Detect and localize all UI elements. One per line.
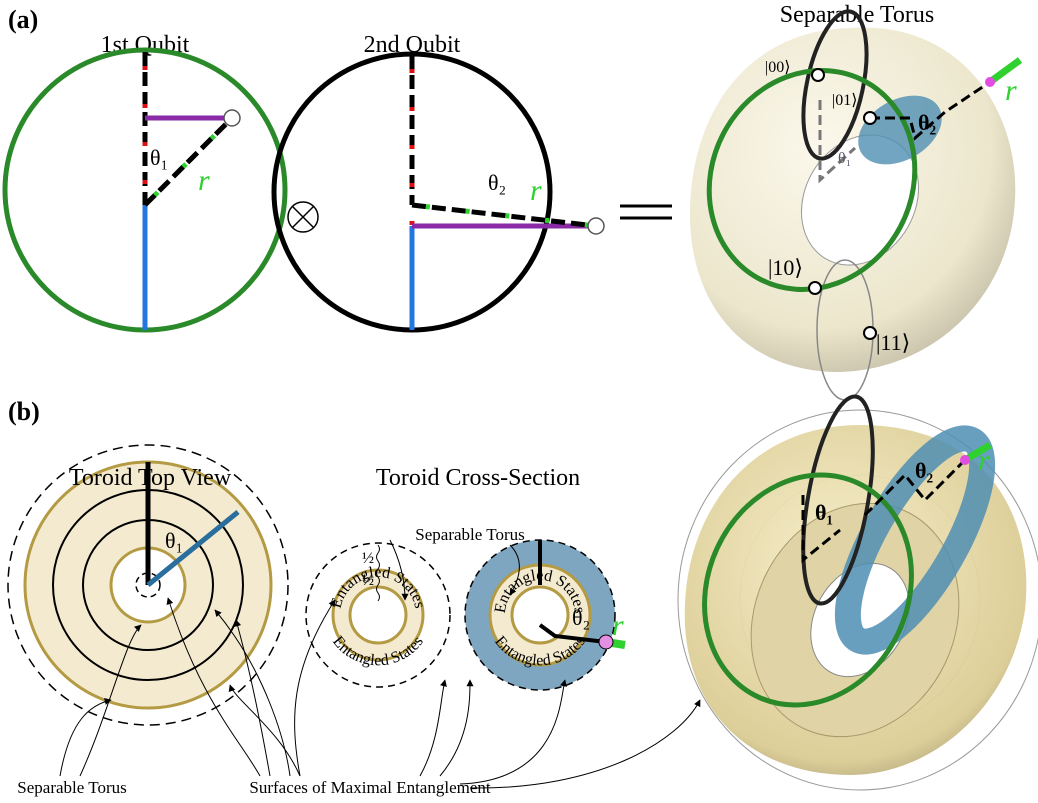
path-shape <box>294 599 336 777</box>
path-shape <box>870 80 991 141</box>
circle-shape <box>348 585 408 645</box>
path-shape <box>818 100 857 184</box>
label: (b) <box>8 397 40 426</box>
circle-shape <box>587 217 605 235</box>
label: Surfaces of Maximal Entanglement <box>249 778 491 797</box>
ellipse-shape <box>702 472 914 708</box>
label: |00⟩ <box>765 59 790 76</box>
label: ½ <box>362 550 374 567</box>
circle-shape <box>135 572 161 598</box>
circle-shape <box>305 542 451 688</box>
label: θ₂ <box>488 170 506 195</box>
label: r <box>1005 74 1017 107</box>
ellipse-shape <box>801 394 875 606</box>
label: ½ <box>362 572 374 589</box>
label: θ₁ <box>165 528 183 553</box>
path-shape <box>234 619 271 777</box>
line-shape <box>291 205 315 229</box>
ellipse-shape <box>677 409 1038 791</box>
label: θ₁ <box>815 500 833 525</box>
circle-shape <box>811 68 825 82</box>
label: r <box>530 174 542 207</box>
path-shape <box>469 699 701 789</box>
label: r <box>198 164 210 197</box>
label: θ₂ <box>572 605 590 630</box>
panel-a: (a) 1st Qubit θ₁ r 2nd Qubit θ₂ r Separa… <box>2 2 1023 401</box>
line-shape <box>143 116 234 207</box>
path-shape <box>419 679 447 777</box>
label: (a) <box>8 5 38 34</box>
path-shape <box>214 609 291 777</box>
circle-shape <box>960 455 970 465</box>
circle-shape <box>985 77 995 87</box>
label: Toroid Cross-Section <box>376 465 580 491</box>
label: θ₁ <box>150 145 168 170</box>
label: |10⟩ <box>768 255 803 280</box>
path-shape <box>59 698 112 777</box>
label: |01⟩ <box>832 92 857 109</box>
label: r <box>612 609 624 642</box>
ellipse-shape <box>801 9 869 161</box>
ellipse-shape <box>858 95 942 165</box>
circle-shape <box>223 109 241 127</box>
path-shape <box>538 623 607 644</box>
path-shape <box>376 544 380 602</box>
label: Separable Torus <box>415 525 524 544</box>
label: θ₁ <box>838 150 851 167</box>
ellipse-shape <box>834 425 996 655</box>
circle-shape <box>863 326 877 340</box>
path-shape <box>228 684 301 777</box>
label: Separable Torus <box>17 778 126 797</box>
circle-shape <box>598 634 614 650</box>
path-shape <box>439 679 474 777</box>
circle-shape <box>7 444 289 726</box>
circle-shape <box>863 111 877 125</box>
path-shape <box>79 624 142 777</box>
path-shape <box>166 597 261 777</box>
circle-shape <box>287 201 319 233</box>
circle-shape <box>808 281 822 295</box>
label: θ₂ <box>915 458 933 483</box>
label: r <box>978 444 990 477</box>
path-shape <box>459 679 567 785</box>
line-shape <box>987 57 1023 85</box>
path-shape <box>509 544 520 596</box>
line-shape <box>146 510 240 587</box>
path-shape <box>389 539 409 601</box>
path-shape <box>801 458 967 564</box>
label: Toroid Top View <box>69 465 232 491</box>
label: |11⟩ <box>876 330 910 355</box>
panel-b: (b) Toroid Top View θ₁ Toroid Cross-Sect… <box>7 394 1038 797</box>
label: θ₂ <box>918 110 936 135</box>
ellipse-shape <box>706 68 918 292</box>
circle-shape <box>510 585 570 645</box>
group <box>59 539 701 789</box>
line-shape <box>411 202 597 229</box>
